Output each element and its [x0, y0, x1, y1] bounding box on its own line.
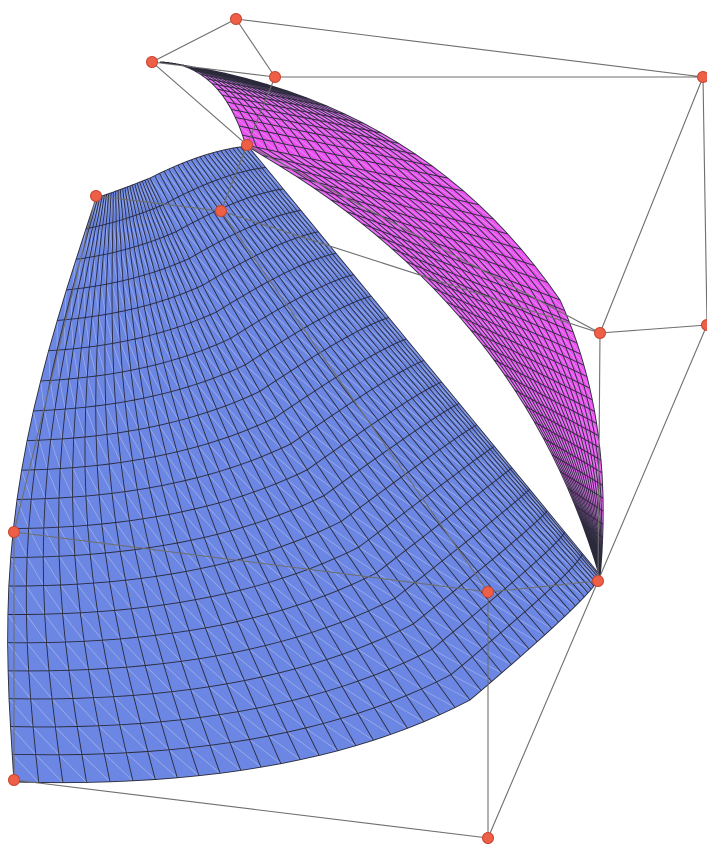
control-point	[147, 57, 158, 68]
control-point	[9, 527, 20, 538]
control-point	[9, 775, 20, 786]
cage-edge	[236, 19, 703, 77]
control-point	[242, 140, 253, 151]
control-point	[483, 833, 494, 844]
control-point	[216, 206, 227, 217]
control-point	[483, 587, 494, 598]
control-point	[702, 320, 707, 331]
control-point	[91, 191, 102, 202]
control-point	[595, 328, 606, 339]
control-point	[231, 14, 242, 25]
cage-edge	[600, 325, 707, 333]
cage-edge	[14, 780, 488, 838]
cage-edge	[236, 19, 275, 77]
cage-edge	[598, 325, 707, 581]
control-point	[270, 72, 281, 83]
control-point	[698, 72, 707, 83]
control-point	[593, 576, 604, 587]
cage-edge	[152, 19, 236, 62]
cage-edge	[703, 77, 707, 325]
cage-edge	[600, 77, 703, 333]
